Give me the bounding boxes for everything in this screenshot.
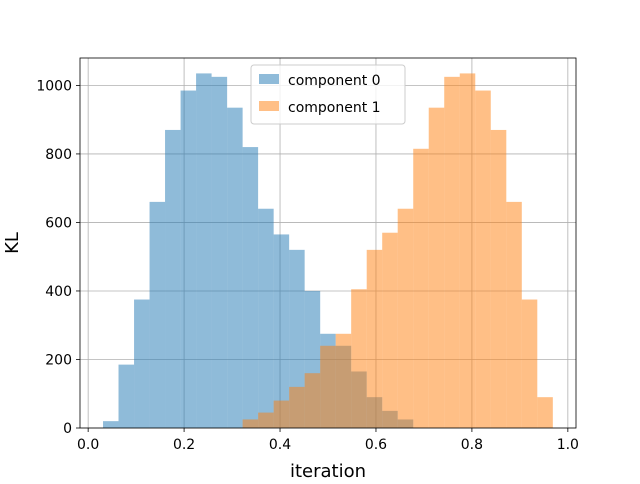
histogram-bar-series-1 — [351, 289, 367, 428]
histogram-bar-series-0 — [273, 234, 290, 428]
histogram-bar-series-1 — [273, 400, 290, 428]
histogram-bar-series-0 — [165, 129, 181, 428]
x-axis-label: iteration — [290, 461, 366, 480]
histogram-bar-series-1 — [397, 208, 414, 428]
histogram-bar-series-0 — [242, 147, 259, 428]
y-tick-label: 200 — [45, 352, 72, 368]
histogram-bar-series-1 — [537, 397, 553, 428]
histogram-bar-series-0 — [103, 421, 119, 428]
histogram-bar-series-1 — [521, 299, 538, 428]
histogram-bar-series-0 — [227, 107, 243, 428]
histogram-bar-series-1 — [335, 333, 352, 428]
histogram-bar-series-1 — [444, 76, 460, 428]
x-tick-label: 0.0 — [77, 437, 99, 453]
histogram-bar-series-1 — [428, 107, 445, 428]
histogram-bar-series-1 — [242, 419, 259, 428]
x-tick-label: 0.2 — [173, 437, 195, 453]
histogram-bar-series-1 — [506, 201, 522, 428]
x-tick-label: 0.4 — [269, 437, 291, 453]
legend-swatch — [259, 74, 279, 84]
histogram-bar-series-0 — [134, 299, 150, 428]
legend: component 0 component 1 — [250, 64, 406, 125]
histogram-bar-series-1 — [413, 148, 429, 428]
histogram-bar-series-0 — [180, 90, 197, 428]
y-tick-label: 600 — [45, 215, 72, 231]
histogram-bar-series-1 — [258, 412, 274, 428]
histogram-bar-series-0 — [118, 364, 135, 428]
x-tick-label: 0.6 — [365, 437, 387, 453]
histogram-bar-series-1 — [475, 90, 491, 428]
histogram-bar-series-0 — [149, 201, 166, 428]
y-tick-label: 800 — [45, 147, 72, 163]
y-axis-label: KL — [2, 232, 23, 254]
x-tick-label: 1.0 — [557, 437, 579, 453]
y-ticks: 0 200 400 600 800 1000 — [36, 78, 80, 437]
histogram-bar-series-1 — [320, 345, 336, 428]
y-tick-label: 0 — [63, 421, 72, 437]
legend-label: component 1 — [288, 100, 381, 116]
histogram-bar-series-1 — [304, 373, 321, 428]
histogram-bar-series-1 — [289, 386, 305, 428]
axes-frame — [79, 57, 577, 429]
legend-box — [250, 64, 406, 125]
histogram-bar-series-1 — [459, 73, 476, 429]
histogram-bar-series-1 — [382, 232, 398, 428]
y-tick-label: 1000 — [36, 78, 72, 94]
histogram-bar-series-0 — [196, 73, 212, 429]
bars — [103, 73, 553, 429]
x-ticks: 0.0 0.2 0.4 0.6 0.8 1.0 — [77, 428, 579, 453]
histogram-bar-series-0 — [258, 208, 274, 428]
histogram-bar-series-0 — [211, 76, 228, 428]
legend-swatch — [259, 101, 279, 111]
histogram-bar-series-1 — [490, 129, 507, 428]
histogram-bar-series-0 — [289, 249, 305, 428]
y-tick-label: 400 — [45, 284, 72, 300]
x-tick-label: 0.8 — [461, 437, 483, 453]
legend-label: component 0 — [288, 73, 381, 89]
histogram-bar-series-1 — [366, 249, 383, 428]
